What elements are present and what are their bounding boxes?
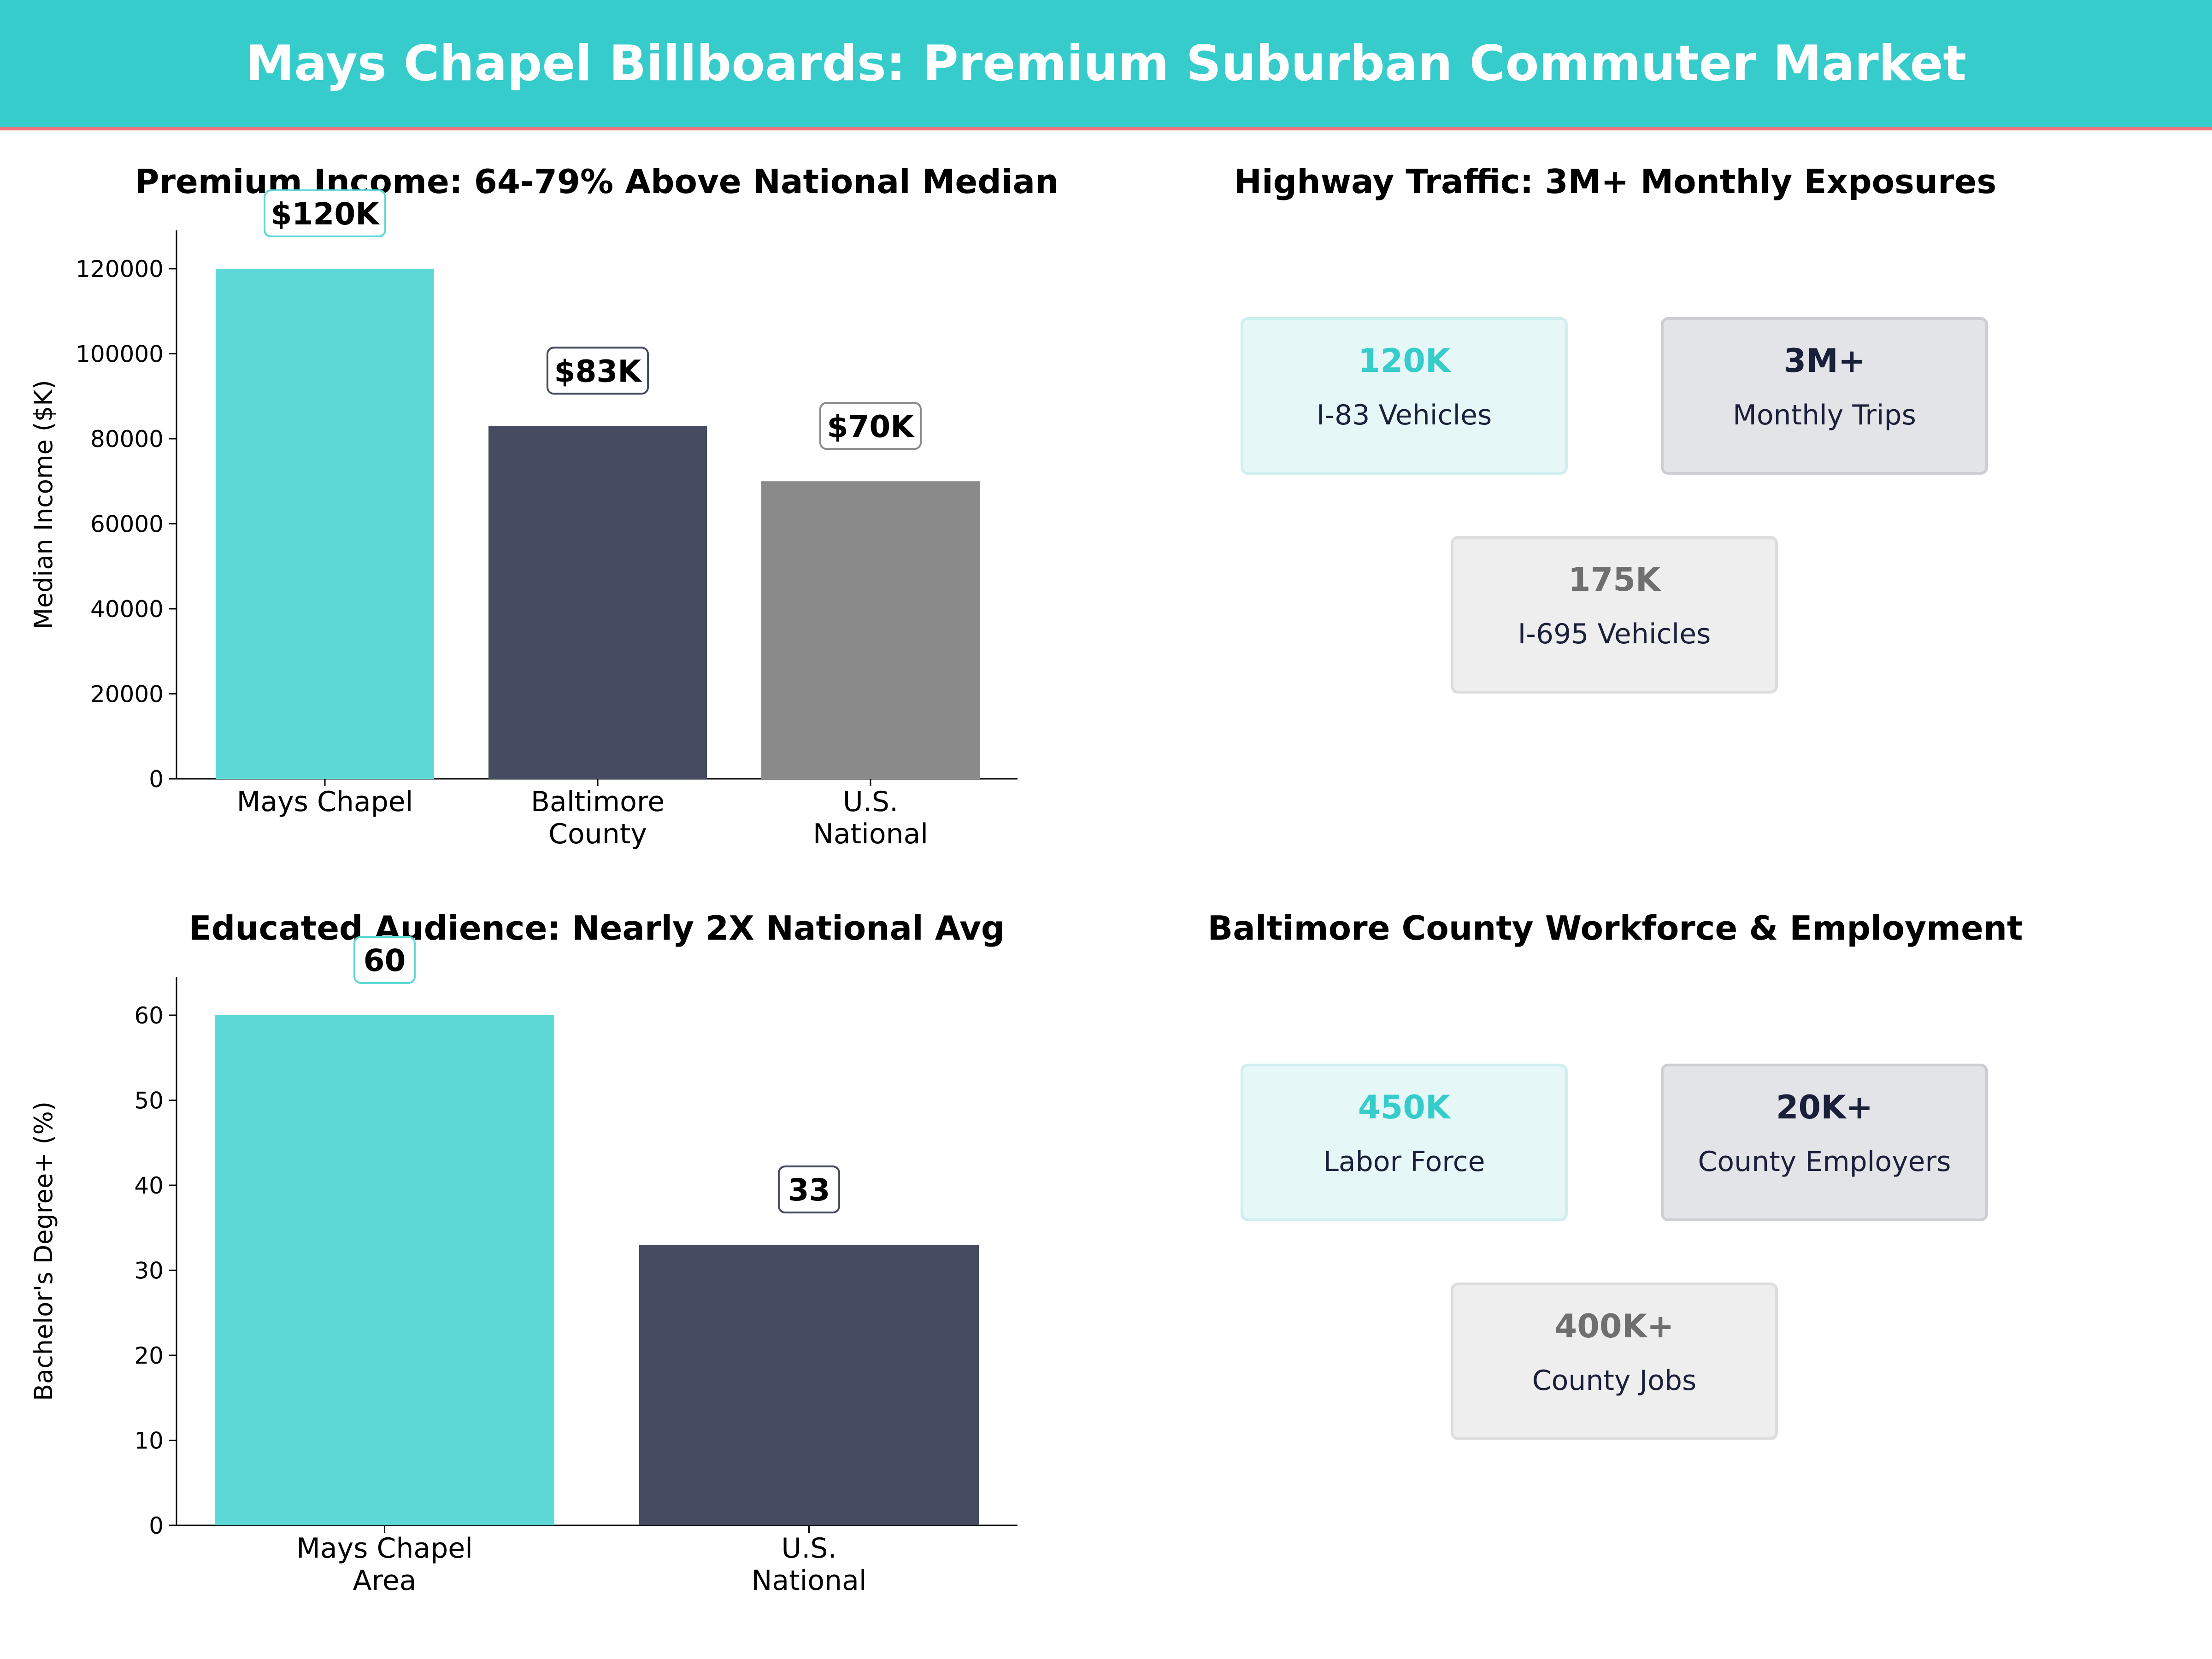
kpi-card-monthly-trips: 3M+ Monthly Trips <box>1661 317 1988 475</box>
kpi-label: County Jobs <box>1532 1365 1697 1397</box>
y-tick-label: 40000 <box>90 596 164 623</box>
bar <box>761 481 980 779</box>
kpi-card-county-employers: 20K+ County Employers <box>1661 1064 1988 1221</box>
x-tick-label: Baltimore <box>531 786 665 818</box>
y-tick-label: 0 <box>149 766 164 793</box>
kpi-label: I-83 Vehicles <box>1316 399 1492 431</box>
education-chart-title: Educated Audience: Nearly 2X National Av… <box>188 909 1005 947</box>
x-tick-label: National <box>813 818 928 850</box>
data-label: $120K <box>271 196 381 232</box>
data-label: $83K <box>554 353 643 389</box>
kpi-label: Labor Force <box>1323 1146 1485 1178</box>
y-tick-label: 30 <box>134 1258 164 1284</box>
x-tick-label: U.S. <box>781 1532 836 1565</box>
y-axis-label: Bachelor's Degree+ (%) <box>29 1101 58 1401</box>
data-label-box <box>546 347 649 395</box>
y-tick-label: 0 <box>149 1512 164 1539</box>
y-tick-label: 20 <box>134 1342 164 1369</box>
y-tick-label: 20000 <box>90 681 164 708</box>
x-tick-label: Mays Chapel <box>237 786 413 818</box>
kpi-value: 450K <box>1358 1088 1451 1126</box>
y-tick-label: 40 <box>134 1172 164 1199</box>
kpi-value: 400K+ <box>1554 1307 1674 1345</box>
traffic-panel-title: Highway Traffic: 3M+ Monthly Exposures <box>1234 162 1997 201</box>
income-chart: 0 20000 40000 60000 80000 100000 120000 Median … <box>29 189 1018 850</box>
bar <box>216 269 434 779</box>
header-banner: Mays Chapel Billboards: Premium Suburban… <box>0 0 2212 130</box>
data-label: $70K <box>827 409 916 444</box>
x-tick-label: Mays Chapel <box>296 1532 473 1565</box>
y-tick-label: 60 <box>134 1002 164 1029</box>
data-label-box <box>264 189 386 238</box>
x-tick-label: U.S. <box>843 786 898 818</box>
y-axis-label: Median Income ($K) <box>29 380 58 629</box>
data-label: 33 <box>788 1172 830 1208</box>
kpi-value: 20K+ <box>1776 1088 1873 1126</box>
kpi-label: County Employers <box>1698 1146 1951 1178</box>
x-tick-label: County <box>548 818 647 850</box>
kpi-value: 3M+ <box>1783 342 1865 380</box>
kpi-value: 120K <box>1358 342 1451 380</box>
kpi-card-i83-vehicles: 120K I-83 Vehicles <box>1241 317 1568 475</box>
y-tick-label: 10 <box>134 1428 164 1454</box>
kpi-value: 175K <box>1568 561 1661 599</box>
kpi-card-county-jobs: 400K+ County Jobs <box>1451 1282 1778 1440</box>
bar <box>215 1015 554 1525</box>
x-tick-label: Area <box>353 1565 416 1597</box>
page-title: Mays Chapel Billboards: Premium Suburban… <box>245 35 1967 92</box>
kpi-card-labor-force: 450K Labor Force <box>1241 1064 1568 1221</box>
kpi-label: I-695 Vehicles <box>1518 618 1711 650</box>
y-tick-label: 60000 <box>90 511 164 538</box>
data-label-box <box>777 1165 841 1214</box>
kpi-label: Monthly Trips <box>1733 399 1916 431</box>
bar <box>488 426 707 779</box>
education-chart: 0 10 20 30 40 50 60 Bachelor's Degree+ (%) Mays … <box>29 936 1018 1597</box>
bar <box>639 1245 979 1525</box>
y-tick-label: 50 <box>134 1088 164 1114</box>
data-label-box <box>819 402 922 450</box>
y-tick-label: 100000 <box>76 341 164 368</box>
data-label: 60 <box>364 943 406 978</box>
y-tick-label: 80000 <box>90 426 164 453</box>
y-tick-label: 120000 <box>76 256 164 282</box>
kpi-card-i695-vehicles: 175K I-695 Vehicles <box>1451 536 1778 694</box>
data-label-box <box>353 936 416 984</box>
x-tick-label: National <box>751 1565 866 1597</box>
workforce-panel-title: Baltimore County Workforce & Employment <box>1207 909 2023 947</box>
